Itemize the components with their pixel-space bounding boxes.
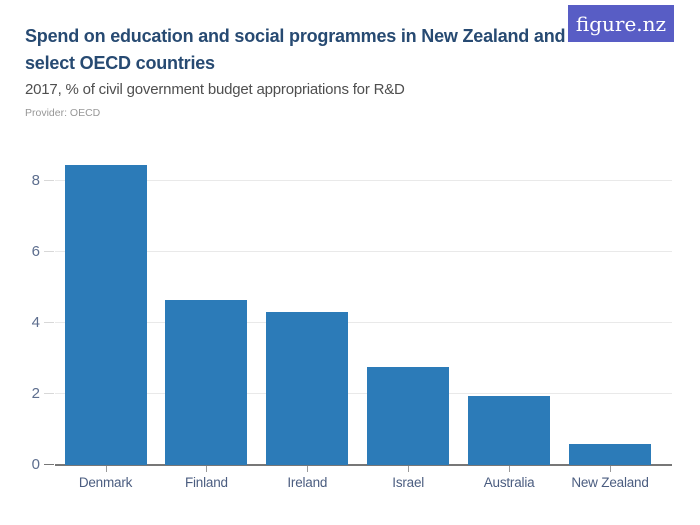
chart-subtitle: 2017, % of civil government budget appro… bbox=[25, 81, 405, 98]
bar-new-zealand[interactable] bbox=[569, 444, 651, 465]
x-axis-tick bbox=[206, 466, 208, 472]
y-axis-label: 6 bbox=[31, 243, 40, 260]
plot-area: 0 2 4 6 8 Denmark Finland Ireland Israel Australi… bbox=[32, 145, 672, 490]
bar-israel[interactable] bbox=[367, 367, 450, 465]
y-axis-tick bbox=[44, 251, 54, 252]
x-axis-tick bbox=[610, 466, 611, 472]
x-axis-label-new-zealand: New Zealand bbox=[571, 475, 649, 490]
gridline bbox=[55, 251, 672, 252]
y-axis-tick bbox=[44, 393, 54, 394]
x-axis-tick bbox=[509, 466, 511, 472]
y-axis-label: 0 bbox=[31, 456, 40, 473]
x-axis-label-denmark: Denmark bbox=[78, 475, 133, 490]
x-axis-tick bbox=[105, 466, 107, 472]
x-axis-label-australia: Australia bbox=[483, 475, 535, 490]
y-axis-tick bbox=[44, 464, 54, 465]
provider-note: Provider: OECD bbox=[25, 107, 101, 119]
x-axis-line bbox=[55, 464, 672, 466]
chart-title-line-2: select OECD countries bbox=[25, 53, 215, 73]
y-axis-label: 4 bbox=[31, 314, 40, 331]
gridline bbox=[55, 393, 672, 394]
figure-nz-logo[interactable]: figure.nz bbox=[568, 5, 674, 42]
y-axis-label: 2 bbox=[31, 385, 40, 402]
x-axis-label-israel: Israel bbox=[392, 475, 425, 490]
bar-finland[interactable] bbox=[165, 300, 248, 465]
bar-ireland[interactable] bbox=[266, 312, 349, 465]
gridline bbox=[55, 180, 672, 181]
x-axis-tick bbox=[408, 466, 410, 472]
bar-denmark[interactable] bbox=[64, 165, 147, 465]
chart-title: Spend on education and social programmes… bbox=[25, 23, 566, 77]
y-axis-tick bbox=[44, 322, 54, 323]
gridline bbox=[55, 322, 672, 323]
figure-nz-logo-text: figure.nz bbox=[575, 11, 667, 36]
x-axis-label-ireland: Ireland bbox=[287, 475, 328, 490]
x-axis-tick bbox=[307, 466, 309, 472]
y-axis-label: 8 bbox=[31, 172, 40, 189]
x-axis-label-finland: Finland bbox=[184, 475, 228, 490]
y-axis-tick bbox=[44, 180, 54, 181]
bar-australia[interactable] bbox=[468, 396, 551, 465]
chart-title-line-1: Spend on education and social programmes… bbox=[25, 26, 566, 46]
